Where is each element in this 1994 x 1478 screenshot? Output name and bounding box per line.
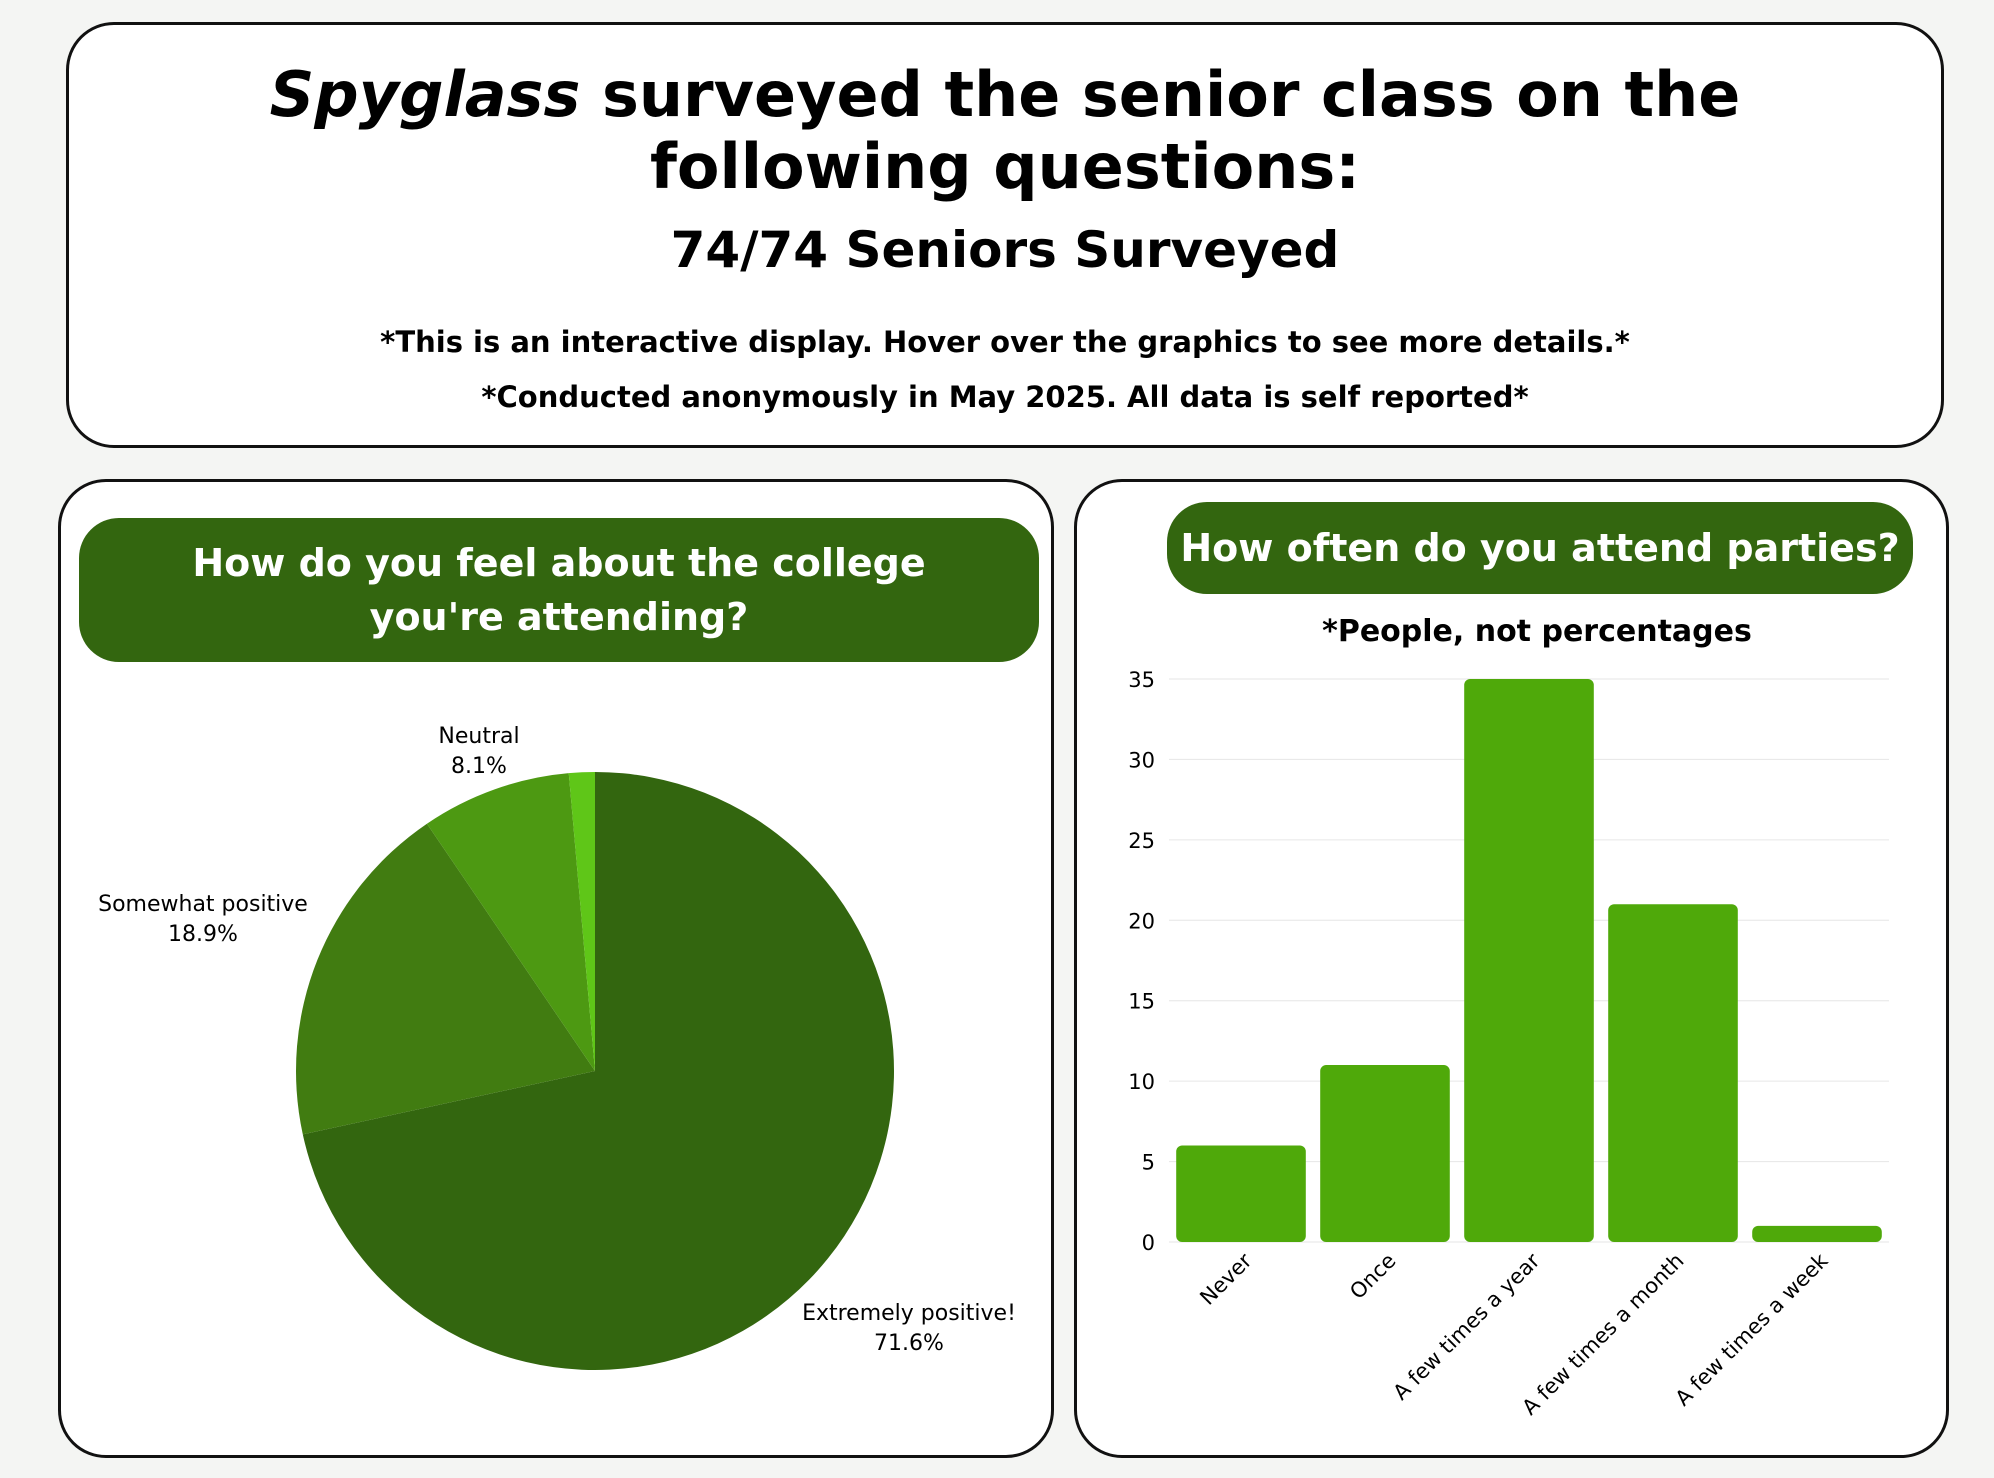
bar-chart-subtitle: *People, not percentages [1322,614,1752,649]
y-tick-label: 35 [1128,668,1155,692]
college-feeling-pie-chart[interactable]: Extremely positive! 71.6% Somewhat positiv… [61,482,1057,1461]
pie-label-somewhat-positive: Somewhat positive [98,892,308,917]
pie-slice-other[interactable] [568,772,595,1071]
y-tick-label: 5 [1142,1151,1155,1175]
bar-never[interactable] [1176,1145,1306,1242]
interactive-note: *This is an interactive display. Hover o… [380,325,1630,359]
bar-once[interactable] [1320,1065,1450,1242]
bar-a-few-times-a-week[interactable] [1752,1225,1882,1242]
y-tick-label: 25 [1128,829,1155,853]
header-panel: Spyglass surveyed the senior class on th… [66,22,1944,448]
pie-label-neutral: Neutral [438,724,519,749]
pie-value-neutral: 8.1% [451,754,507,779]
pie-slice-neutral[interactable] [426,773,595,1071]
pie-slice-extremely-positive[interactable] [302,772,894,1370]
pie-label-extremely-positive: Extremely positive! [802,1301,1016,1326]
x-tick-label-once: Once [1345,1249,1400,1304]
publication-name: Spyglass [269,58,581,131]
page-title-line1: Spyglass surveyed the senior class on th… [69,59,1941,131]
page-title-text: surveyed the senior class on the [601,58,1741,131]
pie-slice-somewhat-positive[interactable] [296,823,595,1135]
y-tick-label: 10 [1128,1070,1155,1094]
bar-a-few-times-a-month[interactable] [1608,904,1738,1242]
pie-value-extremely-positive: 71.6% [874,1331,944,1356]
methodology-note: *Conducted anonymously in May 2025. All … [481,380,1529,414]
party-frequency-bar-chart[interactable]: *People, not percentages 0 5 10 15 20 25 30 35 N… [1077,482,1952,1461]
y-tick-label: 20 [1128,909,1155,933]
bar-a-few-times-a-year[interactable] [1464,679,1594,1242]
pie-value-somewhat-positive: 18.9% [168,922,238,947]
page-title-line2: following questions: [649,130,1361,203]
y-tick-label: 15 [1128,990,1155,1014]
survey-count: 74/74 Seniors Surveyed [670,221,1340,279]
party-frequency-panel: How often do you attend parties? *People… [1074,479,1949,1458]
x-tick-label-a-few-times-a-month: A few times a month [1517,1249,1688,1420]
party-frequency-question: How often do you attend parties? [1167,502,1913,594]
x-tick-label-a-few-times-a-year: A few times a year [1388,1248,1544,1404]
y-tick-label: 30 [1128,748,1155,772]
x-tick-label-never: Never [1195,1248,1257,1310]
college-feeling-panel: How do you feel about the college you're… [58,479,1054,1458]
college-feeling-question: How do you feel about the college you're… [79,518,1039,662]
y-tick-label: 0 [1142,1231,1155,1255]
x-tick-label-a-few-times-a-week: A few times a week [1671,1248,1834,1411]
